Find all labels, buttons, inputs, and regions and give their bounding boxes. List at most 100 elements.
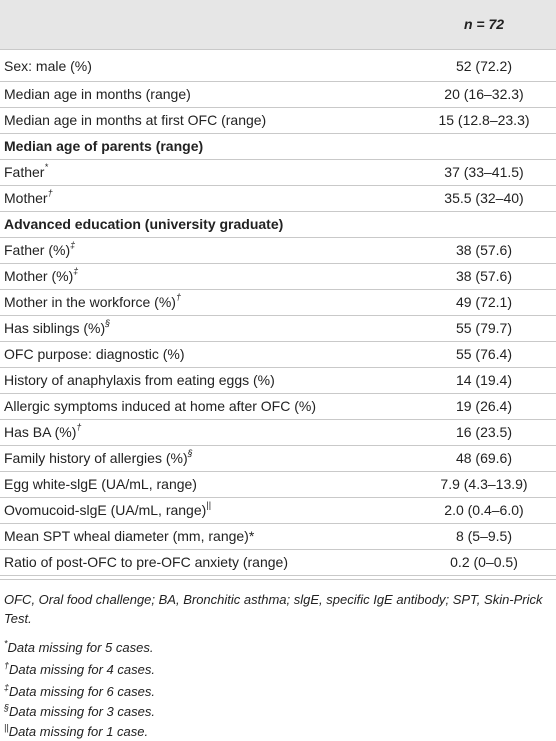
row-value: 38 (57.6) [455, 268, 513, 284]
row-divider [0, 315, 556, 316]
footnote: ||Data missing for 1 case. [4, 722, 149, 739]
row-value: 15 (12.8–23.3) [438, 112, 530, 128]
row-label: Advanced education (university graduate) [4, 216, 284, 232]
row-value: 19 (26.4) [455, 398, 513, 414]
row-label: Ratio of post-OFC to pre-OFC anxiety (ra… [4, 554, 288, 570]
section-header-row: Median age of parents (range) [0, 133, 556, 159]
row-label: Median age in months (range) [4, 86, 191, 102]
footnote-marker: † [76, 422, 82, 433]
row-divider [0, 523, 556, 524]
table-row: Ovomucoid-slgE (UA/mL, range)|| 2.0 (0.4–… [0, 497, 556, 523]
row-divider [0, 393, 556, 394]
row-value: 0.2 (0–0.5) [450, 554, 518, 570]
row-value: 48 (69.6) [455, 450, 513, 466]
row-value: 52 (72.2) [455, 58, 513, 74]
row-value: 55 (76.4) [455, 346, 513, 362]
row-value: 38 (57.6) [455, 242, 513, 258]
row-label: Mother† [4, 188, 53, 206]
footnote-marker: § [105, 318, 111, 329]
row-divider [0, 237, 556, 238]
footnote-marker: * [44, 162, 48, 173]
table-row: Has BA (%)† 16 (23.5) [0, 419, 556, 445]
row-value: 16 (23.5) [455, 424, 513, 440]
row-label: Father* [4, 162, 48, 180]
row-value: 20 (16–32.3) [444, 86, 524, 102]
row-value: 35.5 (32–40) [444, 190, 524, 206]
row-divider [0, 49, 556, 50]
row-divider [0, 341, 556, 342]
table-row: Has siblings (%)§ 55 (79.7) [0, 315, 556, 341]
table-row: Mother (%)‡ 38 (57.6) [0, 263, 556, 289]
row-value: 14 (19.4) [455, 372, 513, 388]
row-label: Ovomucoid-slgE (UA/mL, range)|| [4, 500, 211, 518]
row-divider [0, 185, 556, 186]
row-label: History of anaphylaxis from eating eggs … [4, 372, 275, 388]
row-divider [0, 497, 556, 498]
row-divider [0, 419, 556, 420]
n-value: = 72 [476, 16, 505, 32]
row-label: Egg white-slgE (UA/mL, range) [4, 476, 197, 492]
row-label: Median age of parents (range) [4, 138, 204, 154]
row-value: 55 (79.7) [455, 320, 513, 336]
row-label: Father (%)‡ [4, 240, 76, 258]
n-symbol: n [463, 16, 473, 32]
footnote-marker: ‡ [70, 240, 76, 251]
footnote: *Data missing for 5 cases. [4, 638, 154, 655]
row-label: Mother (%)‡ [4, 266, 79, 284]
column-header-n: n = 72 [412, 16, 556, 32]
footnote: §Data missing for 3 cases. [4, 702, 155, 719]
footnote-marker: ‡ [73, 266, 79, 277]
row-divider [0, 289, 556, 290]
row-label: Family history of allergies (%)§ [4, 448, 193, 466]
row-label: OFC purpose: diagnostic (%) [4, 346, 185, 362]
row-value: 37 (33–41.5) [444, 164, 524, 180]
row-label: Sex: male (%) [4, 58, 92, 74]
row-label: Has BA (%)† [4, 422, 82, 440]
footnote: †Data missing for 4 cases. [4, 660, 155, 677]
footnote-marker: || [206, 500, 211, 511]
table-row: Ratio of post-OFC to pre-OFC anxiety (ra… [0, 549, 556, 575]
footnote-marker: § [187, 448, 193, 459]
table-row: Allergic symptoms induced at home after … [0, 393, 556, 419]
row-value: 49 (72.1) [455, 294, 513, 310]
row-divider [0, 211, 556, 212]
table-row: Father* 37 (33–41.5) [0, 159, 556, 185]
table-row: History of anaphylaxis from eating eggs … [0, 367, 556, 393]
footnote-marker: † [47, 188, 53, 199]
row-value: 7.9 (4.3–13.9) [440, 476, 528, 492]
abbreviations-note: OFC, Oral food challenge; BA, Bronchitic… [4, 592, 543, 626]
row-divider [0, 263, 556, 264]
table-row: Mother† 35.5 (32–40) [0, 185, 556, 211]
row-value: 2.0 (0.4–6.0) [444, 502, 524, 518]
row-label: Mother in the workforce (%)† [4, 292, 181, 310]
row-divider [0, 575, 556, 576]
table-header [0, 0, 556, 49]
row-divider [0, 81, 556, 82]
row-divider [0, 445, 556, 446]
table-row: Median age in months (range) 20 (16–32.3) [0, 81, 556, 107]
section-header-row: Advanced education (university graduate) [0, 211, 556, 237]
row-divider [0, 549, 556, 550]
row-divider [0, 159, 556, 160]
row-divider [0, 107, 556, 108]
table-row: OFC purpose: diagnostic (%) 55 (76.4) [0, 341, 556, 367]
table-row: Family history of allergies (%)§ 48 (69.6… [0, 445, 556, 471]
table-row: Egg white-slgE (UA/mL, range) 7.9 (4.3–13… [0, 471, 556, 497]
footnote-marker: † [175, 292, 181, 303]
table-row: Median age in months at first OFC (range… [0, 107, 556, 133]
row-divider [0, 579, 556, 580]
table-row: Mean SPT wheal diameter (mm, range)* 8 (5… [0, 523, 556, 549]
row-label: Has siblings (%)§ [4, 318, 111, 336]
row-label: Mean SPT wheal diameter (mm, range)* [4, 528, 255, 544]
row-divider [0, 471, 556, 472]
table-row: Father (%)‡ 38 (57.6) [0, 237, 556, 263]
row-label: Median age in months at first OFC (range… [4, 112, 267, 128]
table-row: Sex: male (%) 52 (72.2) [0, 53, 556, 79]
table-row: Mother in the workforce (%)† 49 (72.1) [0, 289, 556, 315]
row-value: 8 (5–9.5) [455, 528, 513, 544]
row-divider [0, 133, 556, 134]
footnote: ‡Data missing for 6 cases. [4, 682, 155, 699]
row-divider [0, 367, 556, 368]
row-label: Allergic symptoms induced at home after … [4, 398, 316, 414]
